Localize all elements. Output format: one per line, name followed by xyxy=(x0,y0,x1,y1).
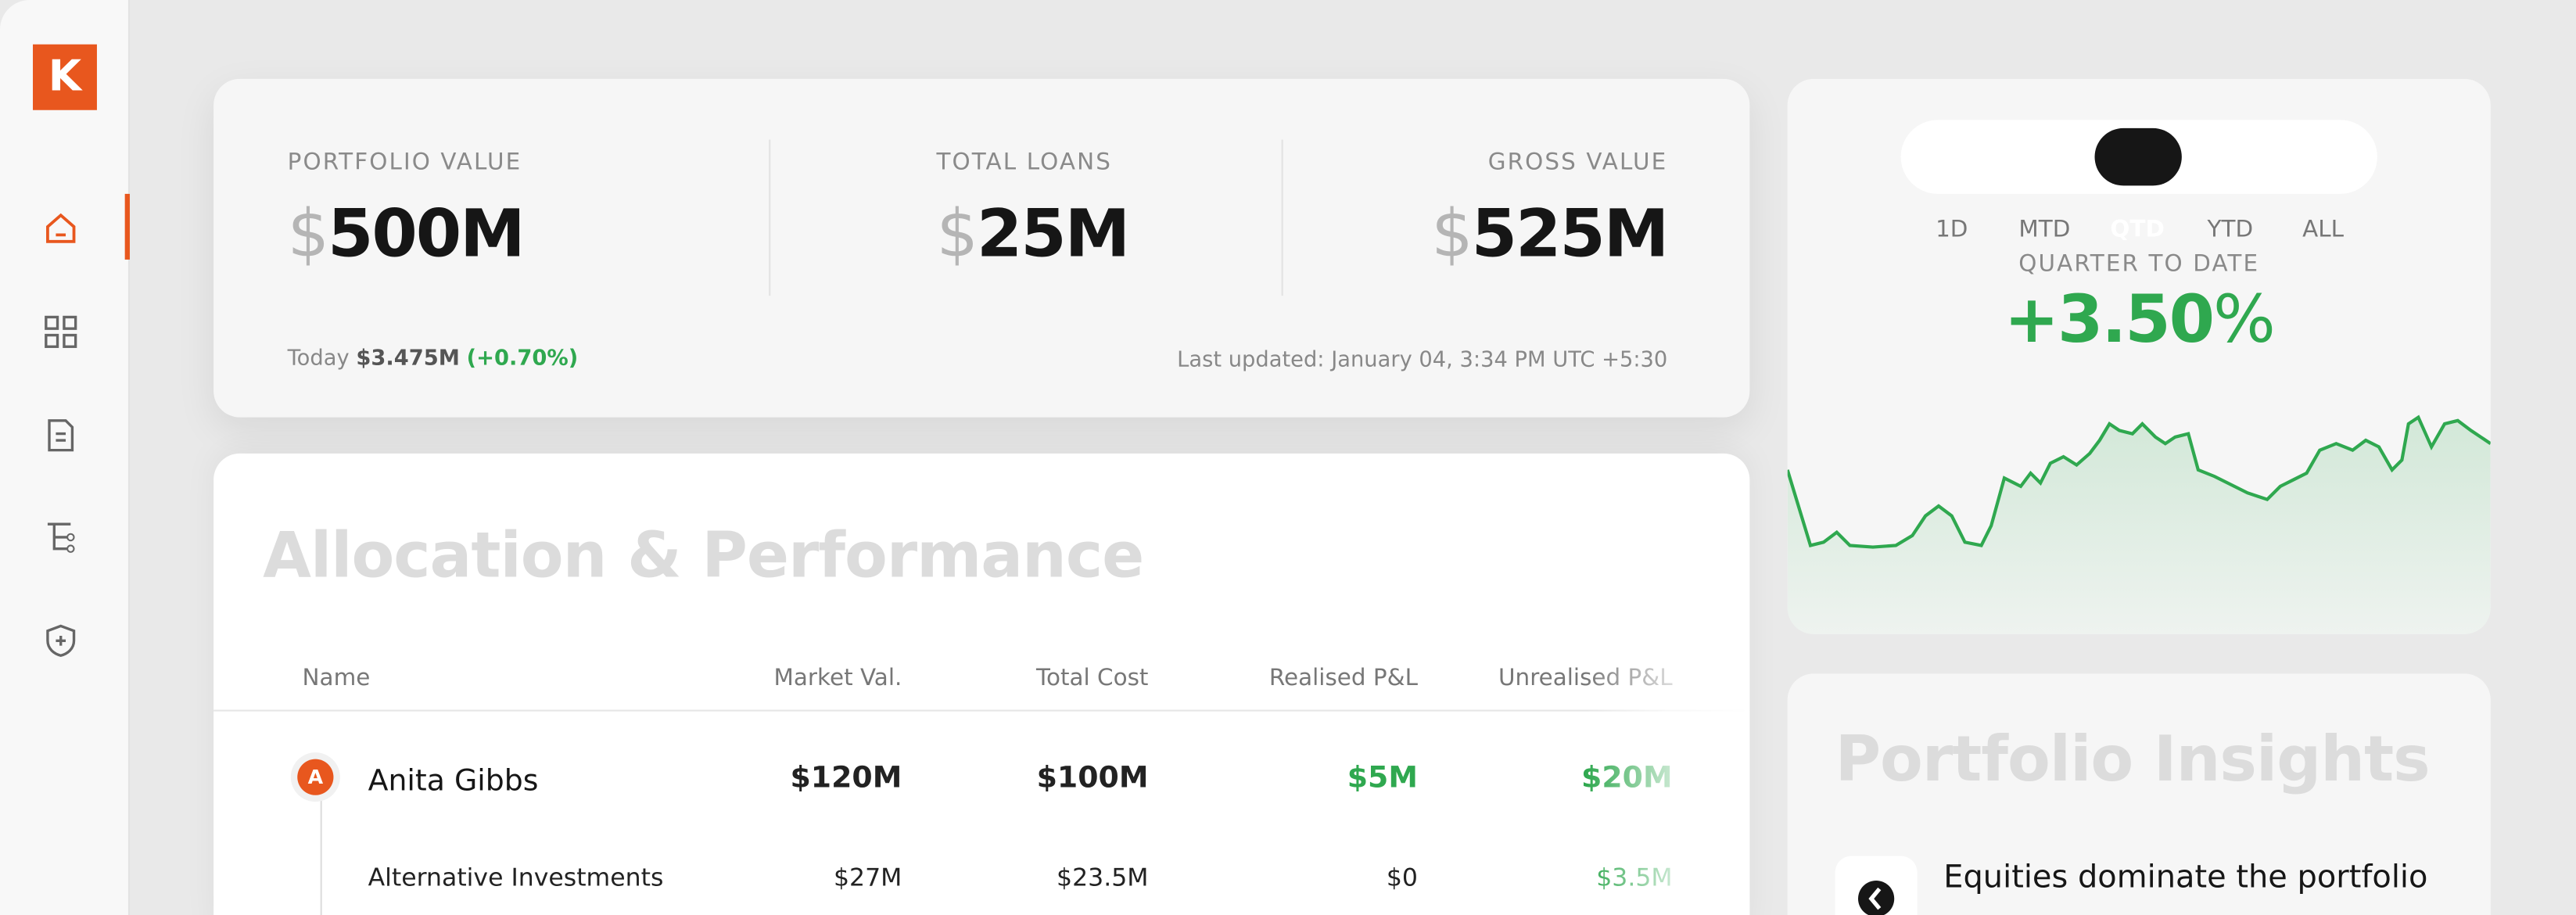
section-title: Allocation & Performance xyxy=(263,518,1144,592)
amount: 500M xyxy=(328,197,526,273)
active-tab-bg xyxy=(2094,127,2182,186)
section-title: Portfolio Insights xyxy=(1835,723,2431,795)
fade-overlay xyxy=(1585,650,1750,915)
sparkline-line xyxy=(1787,414,2491,549)
home-icon[interactable] xyxy=(43,210,79,246)
cell: $23.5M xyxy=(1057,862,1149,892)
period-label: QUARTER TO DATE xyxy=(2018,251,2260,278)
updated-value: January 04, 3:34 PM UTC +5:30 xyxy=(1331,348,1668,373)
logo[interactable]: K xyxy=(33,44,97,110)
document-icon[interactable] xyxy=(43,418,79,454)
currency: $ xyxy=(936,197,978,273)
active-indicator xyxy=(124,193,130,260)
avatar: A xyxy=(297,759,334,795)
cell: $5M xyxy=(1347,760,1418,795)
period-change: +3.50% xyxy=(1788,282,2491,358)
period-tab[interactable]: MTD xyxy=(2018,217,2071,243)
change-value: +3.50 xyxy=(2004,282,2215,358)
stat-label: GROSS VALUE xyxy=(1487,149,1668,176)
insights-card: Portfolio Insights Equities dominate the… xyxy=(1787,673,2491,915)
period-tab[interactable]: YTD xyxy=(2207,217,2254,243)
stat-value: $500M xyxy=(287,197,526,273)
divider xyxy=(769,139,771,296)
cell: $27M xyxy=(833,862,902,892)
cell: $100M xyxy=(1036,760,1149,795)
tree-icon[interactable] xyxy=(43,519,79,555)
change-unit: % xyxy=(2212,282,2276,358)
today-label: Today xyxy=(287,346,350,371)
column-header: Market Val. xyxy=(773,665,902,692)
stat-label: TOTAL LOANS xyxy=(936,149,1112,176)
shield-icon[interactable] xyxy=(43,623,79,658)
today-change: (+0.70%) xyxy=(466,346,579,371)
cell: $120M xyxy=(790,760,902,795)
grid-icon[interactable] xyxy=(43,314,79,350)
updated-label: Last updated: xyxy=(1177,348,1325,373)
stats-card: PORTFOLIO VALUE $500M TOTAL LOANS $25M G… xyxy=(213,78,1750,418)
period-tab[interactable]: QTD xyxy=(2110,217,2165,243)
tree-line xyxy=(320,781,322,915)
sparkline xyxy=(1787,414,2491,634)
last-updated: Last updated: January 04, 3:34 PM UTC +5… xyxy=(1177,348,1667,373)
divider xyxy=(1281,139,1283,296)
cell: $0 xyxy=(1386,862,1418,892)
performance-card: 1D MTD QTD YTD ALL QUARTER TO DATE +3.50% xyxy=(1787,78,2491,634)
allocation-card: Allocation & Performance Name Market Val… xyxy=(213,453,1750,915)
column-header: Name xyxy=(302,665,371,692)
insight-text[interactable]: Equities dominate the portfolio xyxy=(1943,859,2428,895)
currency: $ xyxy=(287,197,330,273)
header-rule xyxy=(213,709,1750,712)
row-name[interactable]: Anita Gibbs xyxy=(368,763,539,798)
stat-value: $525M xyxy=(1431,197,1670,273)
row-name[interactable]: Alternative Investments xyxy=(368,862,664,892)
period-tab[interactable]: 1D xyxy=(1936,217,1968,243)
sparkline-area xyxy=(1787,417,2491,634)
amount: 525M xyxy=(1471,197,1670,273)
stat-value: $25M xyxy=(936,197,1130,273)
period-tab[interactable]: ALL xyxy=(2302,217,2344,243)
insight-icon xyxy=(1835,856,1918,915)
column-header: Realised P&L xyxy=(1268,665,1418,692)
pie-icon xyxy=(1858,881,1895,915)
column-header: Total Cost xyxy=(1036,665,1149,692)
sidebar: K xyxy=(0,0,130,915)
today: Today $3.475M (+0.70%) xyxy=(288,346,579,371)
currency: $ xyxy=(1431,197,1473,273)
amount: 25M xyxy=(976,197,1130,273)
stat-label: PORTFOLIO VALUE xyxy=(287,149,522,176)
today-value: $3.475M xyxy=(356,346,460,371)
